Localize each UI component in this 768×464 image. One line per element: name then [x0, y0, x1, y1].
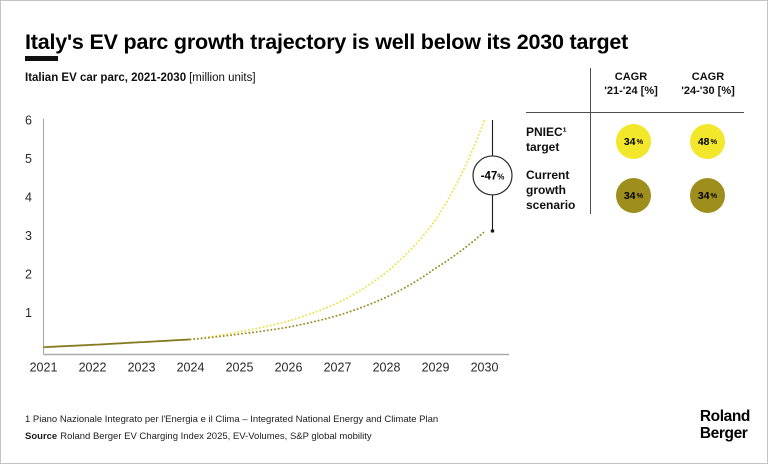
source-line: Source Roland Berger EV Charging Index 20… [25, 431, 372, 442]
x-tick-label: 2025 [226, 361, 254, 375]
row-label-current-growth-scenario: Current growth scenario [526, 168, 576, 212]
y-tick-label: 1 [25, 306, 32, 320]
chart-subtitle-units: [million units] [189, 72, 256, 84]
x-tick-label: 2024 [177, 361, 205, 375]
series-historical [43, 338, 191, 348]
y-tick-label: 6 [25, 113, 32, 127]
x-tick-label: 2029 [422, 361, 450, 375]
page-title: Italy's EV parc growth trajectory is wel… [25, 30, 629, 55]
x-tick-label: 2030 [471, 361, 499, 375]
cagr-badge-pniec-21-24: 34% [616, 124, 651, 159]
row-label-pniec-target: PNIEC¹ target [526, 125, 567, 154]
series-pniec-target [189, 119, 486, 341]
title-accent-bar [25, 56, 58, 61]
x-tick-label: 2022 [79, 361, 107, 375]
x-tick-label: 2028 [373, 361, 401, 375]
y-tick-label: 3 [25, 229, 32, 243]
series-current-scenario [189, 230, 486, 341]
x-tick-label: 2021 [30, 361, 58, 375]
cagr-badge-pniec-24-30: 48% [690, 124, 725, 159]
x-tick-label: 2023 [128, 361, 156, 375]
cagr-table-vertical-divider [590, 68, 591, 214]
annotation-end-dot [490, 229, 495, 233]
annotation-circle [472, 155, 513, 196]
source-label: Source [25, 431, 58, 442]
cagr-table-header-rule [526, 112, 744, 113]
annotation-label: -47% [481, 170, 505, 182]
cagr-col1-header: CAGR '21-'24 [%] [604, 71, 658, 97]
chart-subtitle: Italian EV car parc, 2021-2030 [million u… [25, 72, 256, 84]
footnote: 1 Piano Nazionale Integrato per l'Energi… [25, 414, 439, 425]
cagr-col2-header: CAGR '24-'30 [%] [681, 71, 735, 97]
cagr-badge-current-24-30: 34% [690, 178, 725, 213]
source-text: Roland Berger EV Charging Index 2025, EV… [60, 431, 372, 442]
ev-parc-line-chart: 1 2 3 4 5 6 2021 2022 2023 2024 2025 2026 2027 2028 20… [25, 113, 513, 375]
roland-berger-logo: Roland Berger [699, 408, 751, 442]
y-tick-label: 2 [25, 267, 32, 281]
x-tick-label: 2026 [275, 361, 303, 375]
chart-subtitle-bold: Italian EV car parc, 2021-2030 [25, 72, 187, 84]
cagr-badge-current-21-24: 34% [616, 178, 651, 213]
y-tick-label: 5 [25, 152, 32, 166]
x-tick-label: 2027 [324, 361, 352, 375]
y-tick-label: 4 [25, 190, 32, 204]
